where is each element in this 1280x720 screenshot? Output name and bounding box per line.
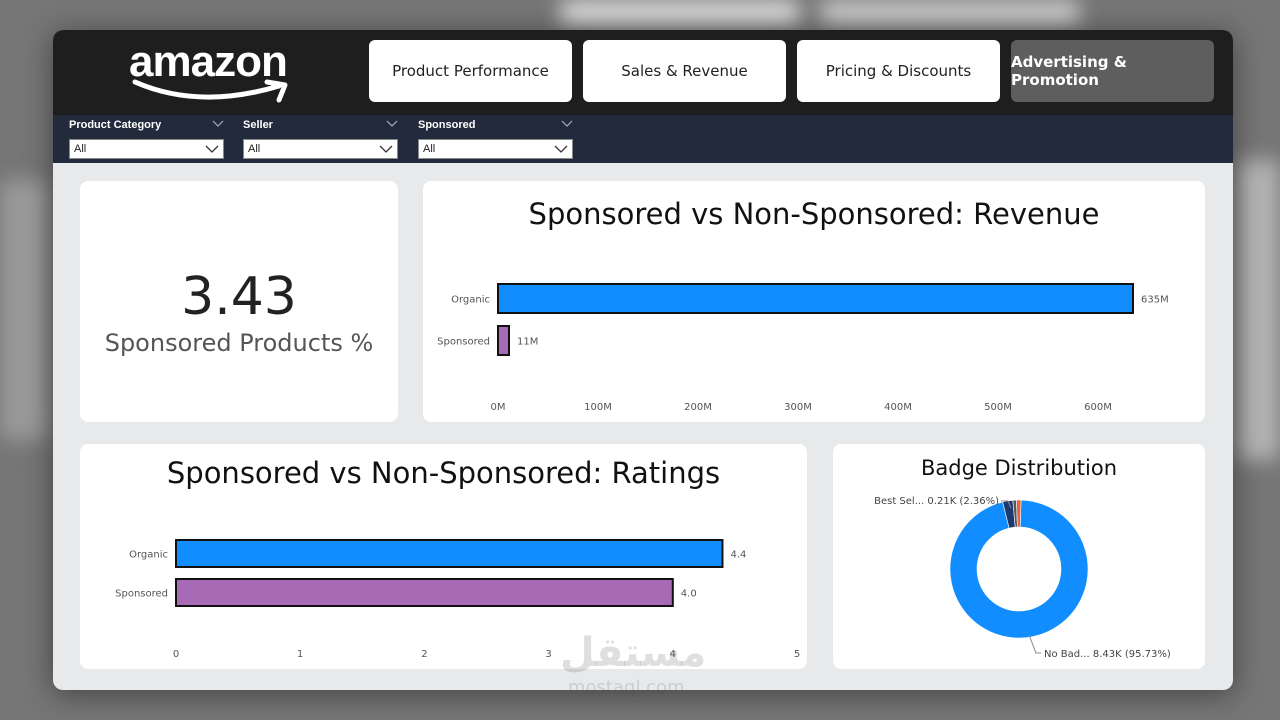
x-tick-label: 3 <box>545 649 551 660</box>
chart-title: Sponsored vs Non-Sponsored: Revenue <box>528 197 1100 231</box>
kpi-label: Sponsored Products % <box>104 329 374 357</box>
bar <box>497 325 510 356</box>
dropdown-value: All <box>248 143 261 155</box>
leader-line <box>1028 634 1041 654</box>
filter-label: Product Category <box>69 119 162 131</box>
x-tick-label: 100M <box>584 402 612 413</box>
top-bar: amazon Product Performance Sales & Reven… <box>53 30 1233 115</box>
filter-product-category: Product Category All <box>69 117 224 159</box>
x-tick-label: 0M <box>491 402 506 413</box>
tab-pricing-discounts[interactable]: Pricing & Discounts <box>797 40 1000 102</box>
category-label: Sponsored <box>437 337 490 348</box>
bar <box>497 283 1134 314</box>
chevron-down-icon <box>554 145 568 153</box>
chart-title: Badge Distribution <box>920 456 1118 480</box>
badge-chart-card: Badge Distribution Best Sel... 0.21K (2.… <box>833 444 1205 669</box>
smile-arrow-icon <box>132 79 288 103</box>
category-label: Sponsored <box>115 589 168 600</box>
donut-slice <box>949 499 1089 639</box>
filter-label: Sponsored <box>418 119 476 131</box>
data-label: 635M <box>1141 295 1169 306</box>
category-label: Organic <box>129 550 168 561</box>
x-tick-label: 1 <box>297 649 303 660</box>
filter-seller: Seller All <box>243 117 398 159</box>
sponsored-dropdown[interactable]: All <box>418 139 573 159</box>
leader-line <box>1001 500 1012 509</box>
x-tick-label: 200M <box>684 402 712 413</box>
filter-bar: Product Category All Seller All Sponsore… <box>53 115 1233 163</box>
chevron-down-icon[interactable] <box>212 119 224 129</box>
background-blur <box>560 0 800 25</box>
chart-title: Sponsored vs Non-Sponsored: Ratings <box>166 456 721 490</box>
data-label: 4.0 <box>681 589 697 600</box>
badge-donut-chart: Best Sel... 0.21K (2.36%) No Bad... 8.43K… <box>874 496 1171 660</box>
kpi-card: 3.43 Sponsored Products % <box>80 181 398 422</box>
kpi-value: 3.43 <box>181 267 297 327</box>
bar <box>175 539 724 568</box>
ratings-bar-chart: 0 1 2 3 4 5 Organic 4.4 Sponsored 4.0 <box>115 539 800 660</box>
background-blur <box>820 0 1080 25</box>
dropdown-value: All <box>423 143 436 155</box>
seller-dropdown[interactable]: All <box>243 139 398 159</box>
dashboard-window: amazon Product Performance Sales & Reven… <box>53 30 1233 690</box>
x-tick-label: 300M <box>784 402 812 413</box>
watermark-url: mostaql.com <box>568 677 685 698</box>
watermark: مستقل <box>560 630 707 676</box>
chevron-down-icon[interactable] <box>561 119 573 129</box>
x-tick-label: 0 <box>173 649 179 660</box>
revenue-bar-chart: 0M 100M 200M 300M 400M 500M 600M Organic 635M Spo… <box>437 283 1169 413</box>
data-label: 11M <box>517 337 538 348</box>
bar <box>175 578 674 607</box>
category-label: Organic <box>451 295 490 306</box>
ratings-chart-card: Sponsored vs Non-Sponsored: Ratings 0 1 2 3… <box>80 444 807 669</box>
amazon-logo: amazon <box>129 36 309 106</box>
tab-product-performance[interactable]: Product Performance <box>369 40 572 102</box>
data-label: 4.4 <box>730 550 746 561</box>
dropdown-value: All <box>74 143 87 155</box>
revenue-chart-card: Sponsored vs Non-Sponsored: Revenue 0M 10… <box>423 181 1205 422</box>
background-blur <box>0 180 50 440</box>
chevron-down-icon[interactable] <box>386 119 398 129</box>
chevron-down-icon <box>205 145 219 153</box>
x-tick-label: 500M <box>984 402 1012 413</box>
product-category-dropdown[interactable]: All <box>69 139 224 159</box>
x-tick-label: 600M <box>1084 402 1112 413</box>
slice-label: Best Sel... 0.21K (2.36%) <box>874 496 999 507</box>
slice-label: No Bad... 8.43K (95.73%) <box>1044 649 1171 660</box>
x-tick-label: 4 <box>670 649 676 660</box>
chevron-down-icon <box>379 145 393 153</box>
x-tick-label: 400M <box>884 402 912 413</box>
x-tick-label: 5 <box>794 649 800 660</box>
filter-label: Seller <box>243 119 273 131</box>
filter-sponsored: Sponsored All <box>418 117 573 159</box>
tab-sales-revenue[interactable]: Sales & Revenue <box>583 40 786 102</box>
background-blur <box>1236 160 1280 460</box>
logo-text: amazon <box>129 37 288 86</box>
tab-advertising-promotion[interactable]: Advertising & Promotion <box>1011 40 1214 102</box>
x-tick-label: 2 <box>421 649 427 660</box>
